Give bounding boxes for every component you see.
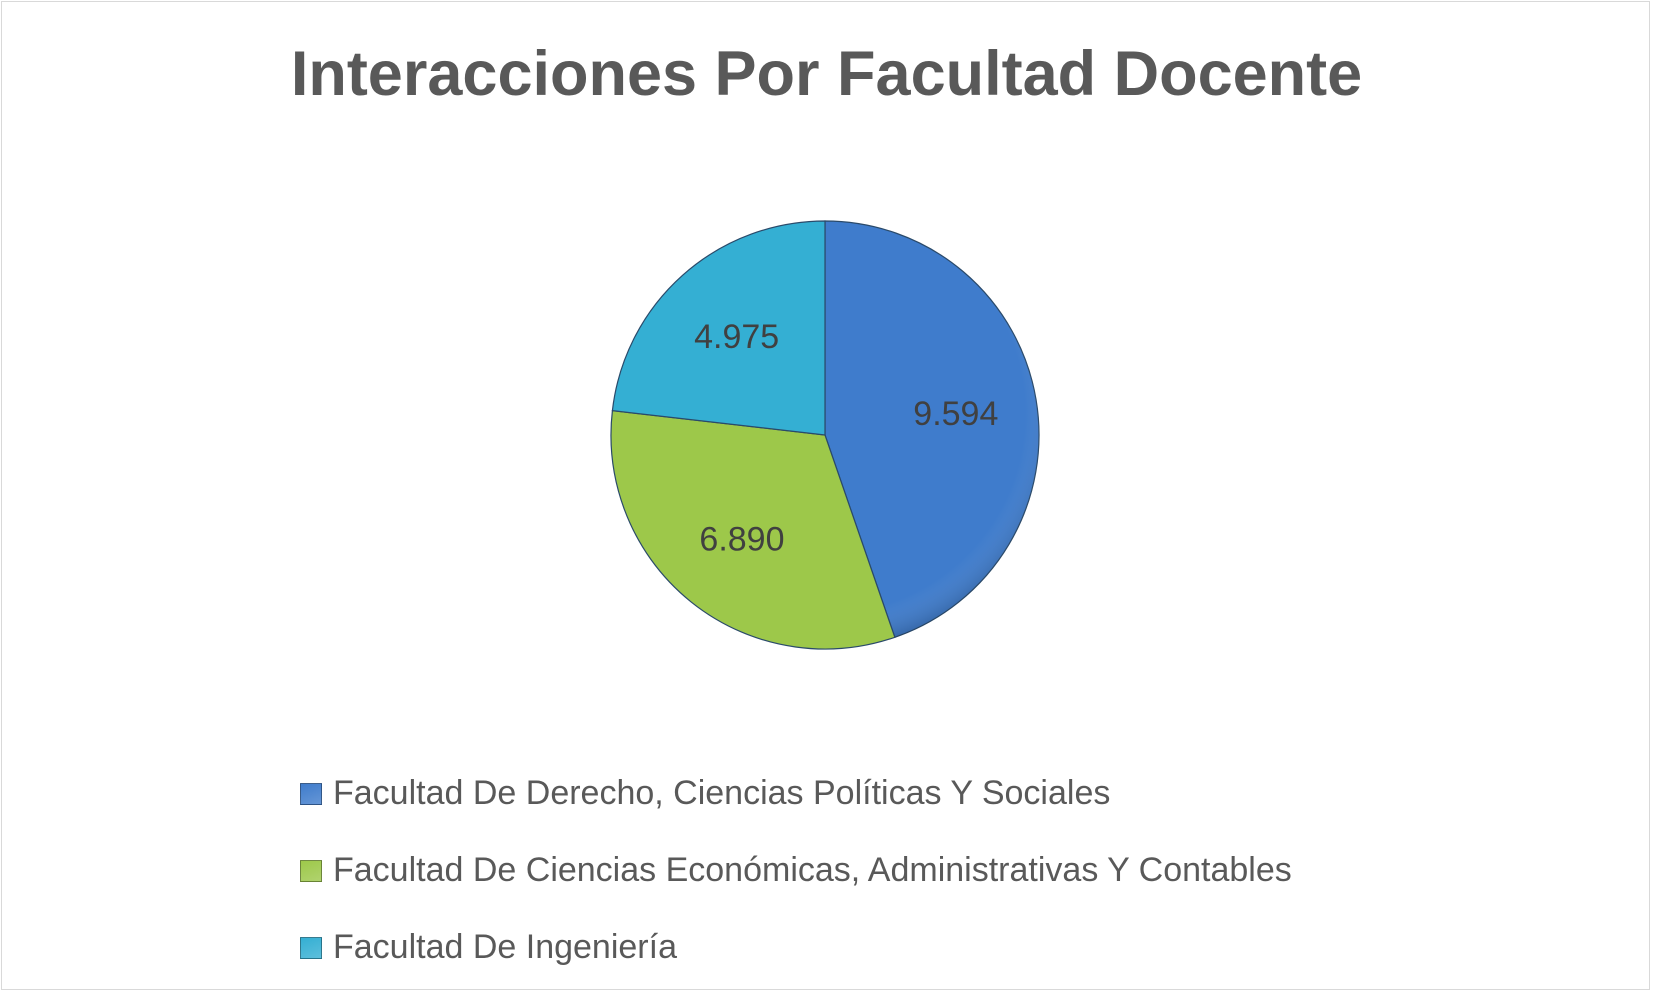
chart-title: Interacciones Por Facultad Docente [290,39,1363,109]
data-label-1: 6.890 [699,520,784,558]
legend-item: Facultad De Ingeniería [300,909,1292,986]
legend-marker-1 [300,859,322,882]
legend-item: Facultad De Derecho, Ciencias Políticas … [300,755,1292,832]
legend: Facultad De Derecho, Ciencias Políticas … [300,755,1292,986]
data-label-0: 9.594 [913,395,998,433]
data-label-2: 4.975 [694,318,779,356]
legend-item: Facultad De Ciencias Económicas, Adminis… [300,832,1292,909]
pie-slice-2 [611,220,826,436]
legend-marker-2 [300,936,322,959]
legend-marker-0 [300,782,322,805]
legend-label: Facultad De Ciencias Económicas, Adminis… [333,851,1292,889]
pie-slice-1 [610,409,896,650]
legend-label: Facultad De Ingeniería [333,928,677,966]
legend-label: Facultad De Derecho, Ciencias Políticas … [333,774,1111,812]
